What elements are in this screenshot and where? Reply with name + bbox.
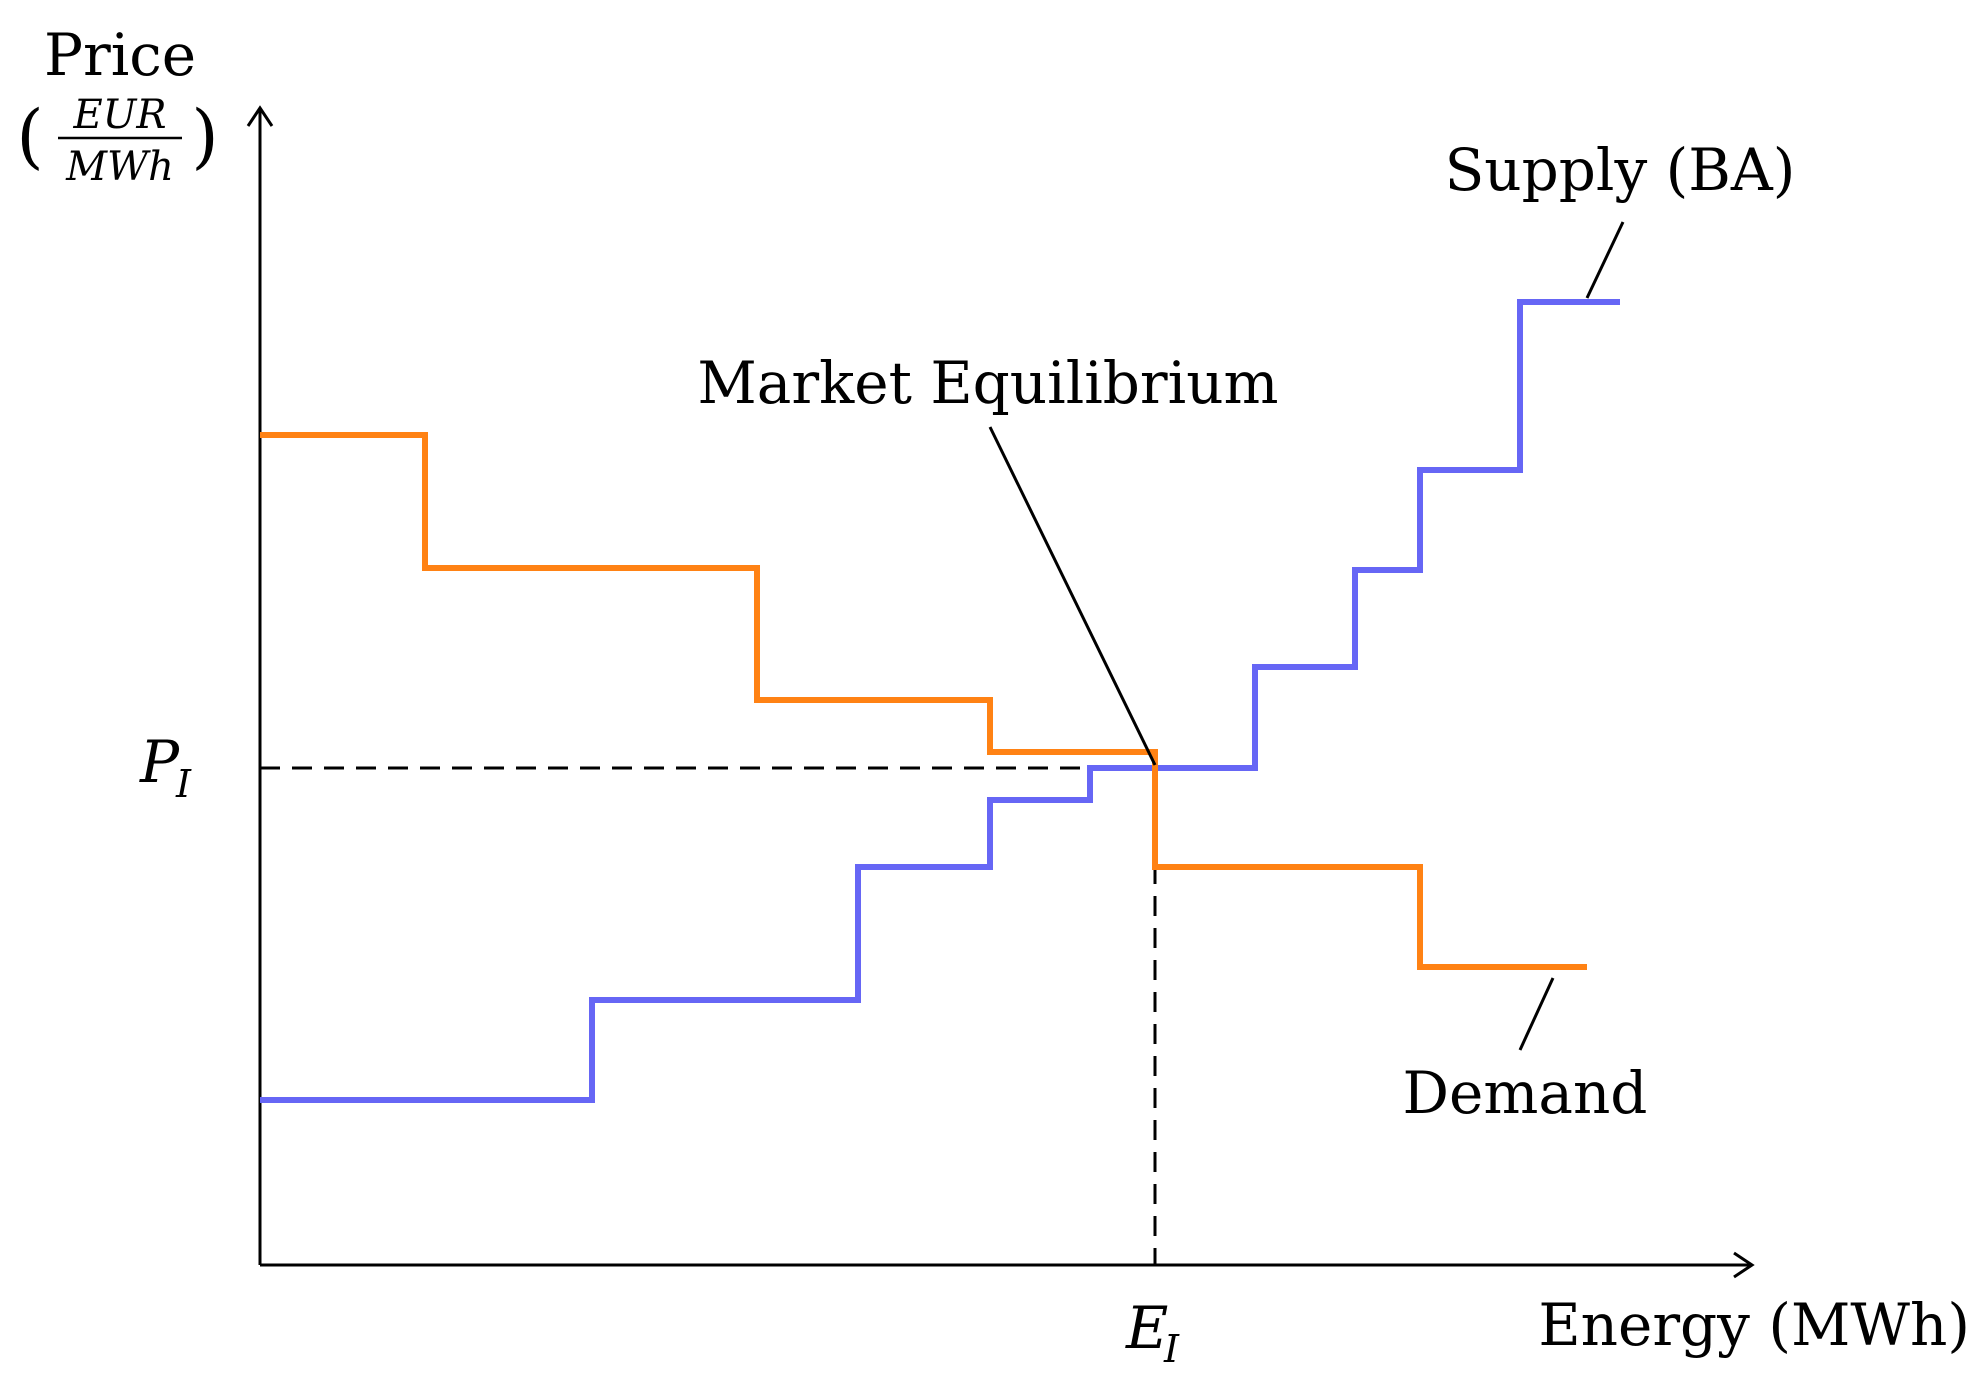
supply-curve bbox=[260, 299, 1620, 1103]
supply-curve-label: Supply (BA) bbox=[1445, 136, 1796, 204]
y-axis-unit: ( EUR MWh ) bbox=[16, 92, 218, 190]
equilibrium-energy-label: E I bbox=[1125, 1294, 1180, 1371]
equilibrium-price-symbol: P bbox=[139, 728, 180, 796]
y-axis-unit-paren-left: ( bbox=[16, 95, 43, 177]
supply-leader-line bbox=[1585, 221, 1625, 299]
equilibrium-price-label: P I bbox=[139, 728, 192, 806]
y-axis-title: Price bbox=[44, 21, 196, 89]
equilibrium-leader-line bbox=[988, 426, 1157, 766]
equilibrium-energy-subscript: I bbox=[1163, 1327, 1180, 1371]
y-axis-arrowhead bbox=[246, 105, 274, 127]
equilibrium-energy-symbol: E bbox=[1125, 1294, 1168, 1362]
equilibrium-price-subscript: I bbox=[175, 762, 192, 806]
equilibrium-guides bbox=[260, 766, 1157, 1265]
demand-curve bbox=[260, 432, 1587, 970]
market-equilibrium-label: Market Equilibrium bbox=[697, 349, 1278, 417]
leader-lines bbox=[988, 221, 1625, 1051]
x-axis-title: Energy (MWh) bbox=[1538, 1291, 1970, 1359]
y-axis-unit-paren-right: ) bbox=[191, 95, 218, 177]
y-axis-unit-numerator: EUR bbox=[72, 92, 166, 138]
x-axis-arrowhead bbox=[1733, 1251, 1755, 1279]
axes bbox=[246, 105, 1755, 1279]
demand-curve-label: Demand bbox=[1403, 1059, 1648, 1127]
demand-leader-line bbox=[1518, 977, 1555, 1051]
y-axis-unit-denominator: MWh bbox=[65, 144, 174, 190]
